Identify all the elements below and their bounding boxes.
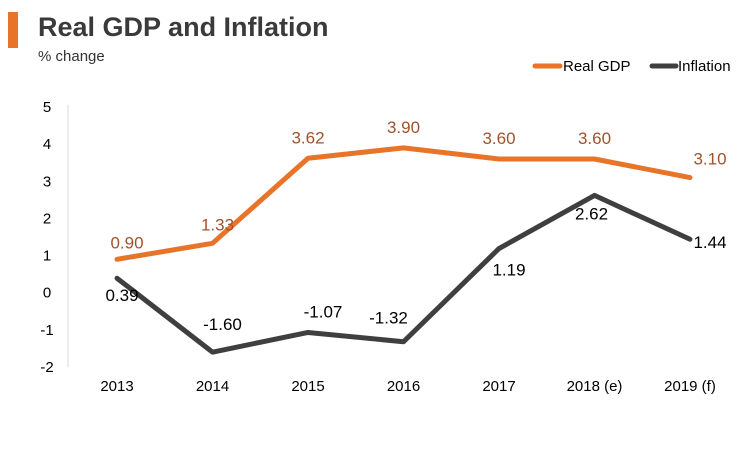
y-tick-label: 2 — [43, 210, 51, 227]
data-label-inflation: 2.62 — [575, 204, 608, 223]
data-label-inflation: -1.60 — [203, 315, 242, 334]
data-labels: 0.90 1.33 3.62 3.90 3.60 3.60 3.10 0.39 -1.60 -1.… — [105, 118, 726, 334]
chart-title: Real GDP and Inflation — [38, 12, 329, 42]
legend: Real GDP Inflation — [532, 58, 731, 75]
data-label-inflation: 1.44 — [693, 233, 726, 252]
y-tick-label: 1 — [43, 248, 51, 265]
data-label-real-gdp: 1.33 — [201, 215, 234, 234]
data-label-inflation: -1.32 — [369, 309, 408, 328]
x-tick-label: 2014 — [196, 378, 229, 395]
x-tick-label: 2016 — [387, 378, 420, 395]
x-tick-label: 2015 — [291, 378, 324, 395]
data-label-inflation: -1.07 — [304, 302, 343, 321]
y-tick-label: 4 — [43, 136, 51, 153]
title-accent-bar — [8, 12, 18, 48]
data-label-real-gdp: 3.90 — [387, 118, 420, 137]
legend-label-inflation: Inflation — [678, 58, 731, 75]
data-label-real-gdp: 3.62 — [291, 128, 324, 147]
y-tick-label: 0 — [43, 285, 51, 302]
data-label-inflation: 0.39 — [105, 286, 138, 305]
series-line-inflation — [114, 192, 693, 355]
data-label-real-gdp: 0.90 — [110, 233, 143, 252]
y-tick-label: 3 — [43, 173, 51, 190]
x-tick-label: 2019 (f) — [664, 378, 716, 395]
y-tick-label: -1 — [40, 322, 53, 339]
x-tick-label: 2018 (e) — [567, 378, 623, 395]
data-label-inflation: 1.19 — [492, 261, 525, 280]
chart-subtitle: % change — [38, 48, 105, 65]
data-label-real-gdp: 3.10 — [693, 150, 726, 169]
y-tick-label: -2 — [40, 359, 53, 376]
y-axis: 5 4 3 2 1 0 -1 -2 — [40, 99, 69, 376]
x-tick-label: 2017 — [482, 378, 515, 395]
y-tick-label: 5 — [43, 99, 51, 116]
series-line-real-gdp — [114, 145, 693, 262]
x-axis: 2013 2014 2015 2016 2017 2018 (e) 2019 (f) — [100, 378, 716, 395]
data-label-real-gdp: 3.60 — [578, 129, 611, 148]
data-label-real-gdp: 3.60 — [482, 129, 515, 148]
x-tick-label: 2013 — [100, 378, 133, 395]
series-layer — [114, 145, 693, 355]
legend-label-real-gdp: Real GDP — [563, 58, 631, 75]
